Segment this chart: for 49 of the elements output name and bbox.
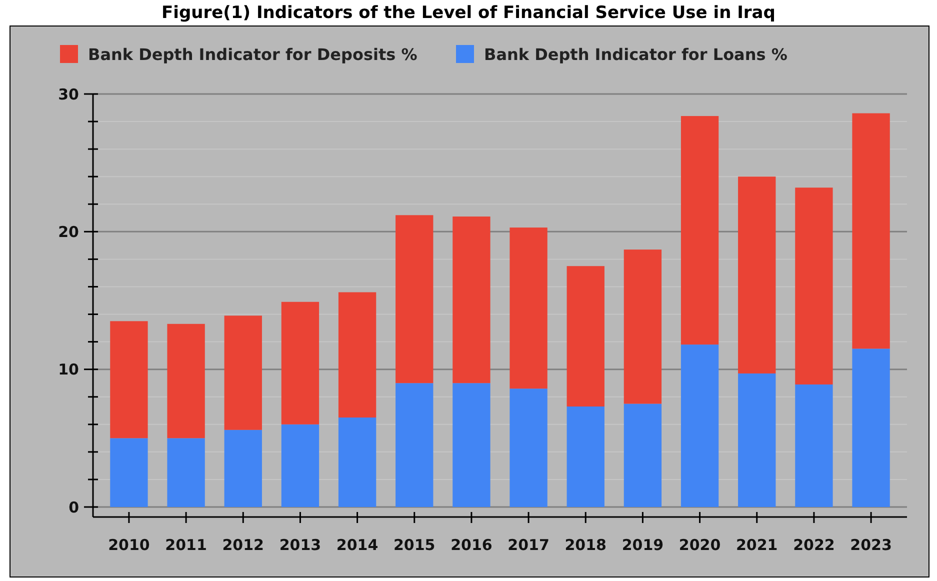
legend-label: Bank Depth Indicator for Loans % (484, 45, 788, 64)
bar (738, 373, 776, 507)
bar (452, 216, 490, 384)
x-tick-label: 2015 (394, 536, 436, 554)
bar (510, 388, 548, 507)
bar (852, 113, 890, 349)
bar (738, 176, 776, 374)
bar (224, 430, 262, 507)
y-tick-label: 0 (68, 498, 79, 516)
bar (624, 250, 662, 404)
x-tick-label: 2014 (336, 536, 378, 554)
x-tick-label: 2010 (108, 536, 150, 554)
bar (566, 406, 604, 507)
bar (396, 215, 434, 384)
x-tick-label: 2021 (736, 536, 778, 554)
x-tick-label: 2018 (564, 536, 606, 554)
y-tick-label: 20 (58, 222, 79, 241)
bar (795, 384, 833, 507)
legend-label: Bank Depth Indicator for Deposits % (88, 45, 418, 64)
bar (167, 324, 205, 438)
y-tick-label: 30 (58, 85, 79, 104)
x-tick-label: 2013 (279, 536, 322, 554)
x-tick-label: 2011 (165, 536, 207, 554)
bar (510, 228, 548, 389)
bar (795, 188, 833, 384)
bar (338, 292, 376, 418)
bar (224, 316, 262, 430)
y-tick-label: 10 (58, 360, 79, 379)
bar (338, 418, 376, 507)
x-tick-label: 2023 (850, 536, 892, 554)
x-tick-label: 2020 (678, 536, 721, 554)
bar (110, 321, 148, 438)
x-tick-label: 2016 (450, 536, 492, 554)
x-tick-label: 2017 (508, 536, 550, 554)
bar (680, 344, 719, 507)
bar (281, 302, 320, 424)
x-tick-label: 2019 (622, 536, 664, 554)
bar (452, 383, 490, 507)
bar (167, 438, 205, 507)
bar (624, 404, 662, 507)
x-tick-label: 2012 (222, 536, 264, 554)
bar (396, 383, 434, 507)
bar (110, 438, 148, 507)
bar (566, 266, 604, 407)
chart-title: Figure(1) Indicators of the Level of Financial Service Use in Iraq (162, 3, 776, 23)
bar (852, 348, 890, 507)
x-tick-label: 2022 (793, 536, 835, 554)
bar (680, 116, 719, 345)
bar (281, 424, 320, 507)
